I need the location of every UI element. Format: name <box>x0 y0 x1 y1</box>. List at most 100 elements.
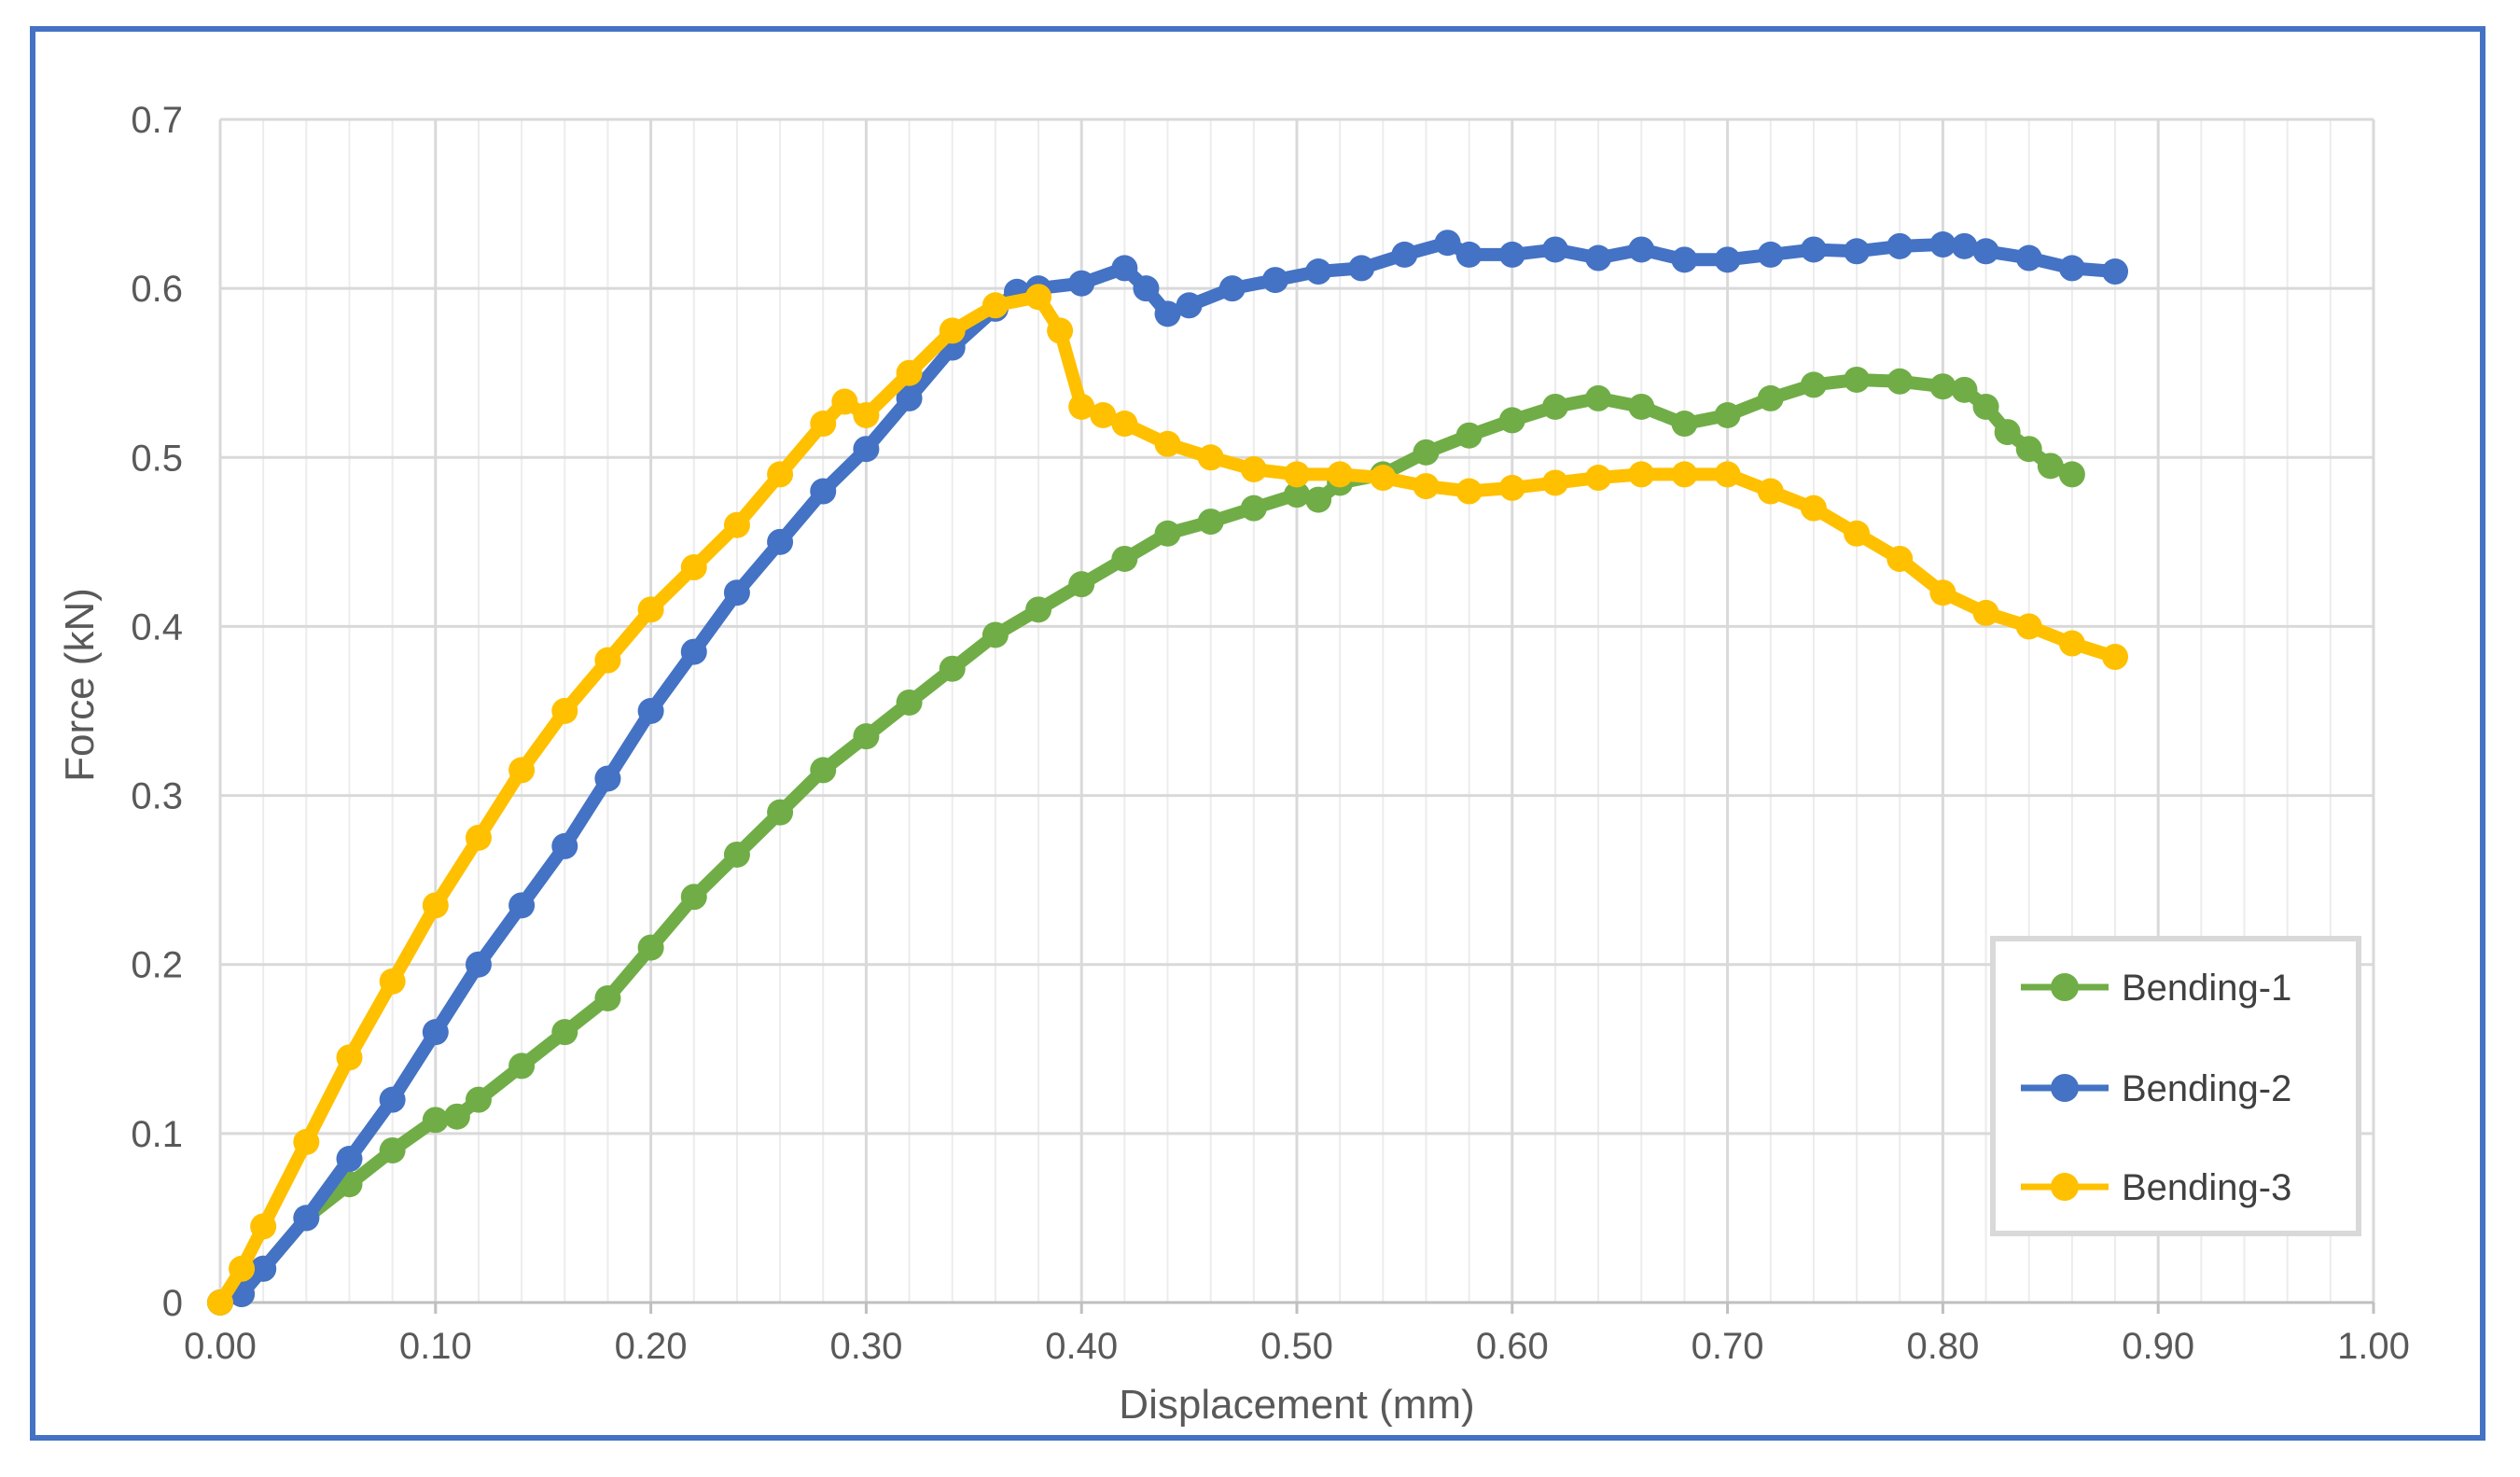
data-point <box>1972 393 1999 420</box>
data-point <box>1025 284 1052 311</box>
data-point <box>551 832 578 859</box>
data-point <box>1498 474 1525 501</box>
data-point <box>1154 430 1181 457</box>
data-point <box>508 1052 536 1080</box>
data-point <box>1133 275 1160 302</box>
data-point <box>723 841 750 868</box>
data-point <box>1887 232 1914 259</box>
data-point <box>2102 258 2129 286</box>
data-point <box>1671 246 1698 273</box>
data-point <box>637 698 664 724</box>
data-point <box>1887 368 1914 395</box>
data-point <box>680 884 707 911</box>
series-bending-3 <box>207 284 2129 1316</box>
data-point <box>982 621 1009 648</box>
legend-label: Bending-2 <box>2122 1068 2291 1109</box>
data-point <box>2058 255 2085 282</box>
data-point <box>1391 241 1418 268</box>
data-point <box>810 478 837 505</box>
data-point <box>293 1205 320 1232</box>
data-point <box>551 698 578 724</box>
data-point <box>422 892 449 919</box>
x-tick-label: 0.40 <box>1045 1326 1118 1367</box>
data-point <box>2102 644 2129 671</box>
data-point <box>594 647 621 674</box>
data-point <box>1111 545 1138 572</box>
data-point <box>1025 596 1052 623</box>
data-point <box>1714 402 1741 428</box>
y-tick-label: 0.7 <box>131 100 183 141</box>
data-point <box>810 757 837 784</box>
data-point <box>853 436 880 463</box>
legend-item-bending-1: Bending-1 <box>2021 968 2291 1009</box>
data-point <box>1951 376 1978 403</box>
data-point <box>2015 436 2042 463</box>
data-point <box>1218 275 1246 302</box>
data-point <box>1498 241 1525 268</box>
data-point <box>1197 444 1224 471</box>
data-point <box>1154 300 1181 327</box>
y-tick-label: 0.2 <box>131 945 183 986</box>
data-point <box>1261 267 1288 294</box>
data-point <box>1541 393 1568 420</box>
data-point <box>1047 317 1074 344</box>
data-point <box>1541 236 1568 263</box>
data-point <box>465 951 492 978</box>
x-tick-label: 0.10 <box>399 1326 472 1367</box>
data-point <box>767 799 794 826</box>
legend: Bending-1 Bending-2 Bending-3 <box>1990 936 2361 1236</box>
data-point <box>1090 402 1117 428</box>
data-point <box>1844 520 1871 547</box>
data-point <box>1240 455 1267 482</box>
data-point <box>2058 461 2085 488</box>
data-point <box>1541 469 1568 496</box>
data-point <box>767 461 794 488</box>
data-point <box>250 1213 277 1240</box>
data-point <box>1413 439 1440 466</box>
data-point <box>1972 238 1999 265</box>
chart-frame: 0.00 0.10 0.20 0.30 0.40 0.50 0.60 0.70 0.80 0.90… <box>30 26 2485 1441</box>
x-tick-label: 0.30 <box>829 1326 902 1367</box>
data-point <box>1284 481 1310 509</box>
x-tick-label: 0.60 <box>1476 1326 1549 1367</box>
data-point <box>1068 270 1095 297</box>
data-point <box>1434 230 1461 257</box>
data-point <box>1348 255 1375 282</box>
data-point <box>1628 461 1655 488</box>
data-point <box>1714 461 1741 488</box>
data-point <box>1305 258 1332 286</box>
series-group <box>207 230 2129 1316</box>
data-point <box>207 1289 233 1316</box>
data-point <box>1951 232 1978 259</box>
data-point <box>379 1136 406 1163</box>
data-point <box>939 317 966 344</box>
data-point <box>1714 246 1741 273</box>
legend-swatch-marker <box>2051 973 2079 1001</box>
data-point <box>1413 473 1440 500</box>
data-point <box>229 1255 256 1282</box>
data-point <box>1887 545 1914 572</box>
legend-item-bending-3: Bending-3 <box>2021 1167 2291 1208</box>
data-point <box>1628 393 1655 420</box>
data-point <box>1800 236 1827 263</box>
data-point <box>336 1146 363 1173</box>
data-point <box>443 1103 470 1130</box>
y-axis-title: Force (kN) <box>57 588 103 782</box>
data-point <box>508 757 536 784</box>
data-point <box>1284 461 1310 488</box>
legend-swatch-marker <box>2051 1173 2079 1201</box>
data-point <box>896 689 923 716</box>
data-point <box>767 528 794 555</box>
data-point <box>1628 236 1655 263</box>
data-point <box>1455 478 1483 505</box>
data-point <box>2058 630 2085 657</box>
data-point <box>637 596 664 623</box>
data-point <box>1800 371 1827 398</box>
data-point <box>896 384 923 411</box>
data-point <box>1929 579 1956 606</box>
data-point <box>2015 613 2042 640</box>
data-point <box>810 411 837 438</box>
x-axis-title: Displacement (mm) <box>1119 1382 1474 1428</box>
x-tick-label: 0.80 <box>1906 1326 1979 1367</box>
data-point <box>1929 373 1956 400</box>
